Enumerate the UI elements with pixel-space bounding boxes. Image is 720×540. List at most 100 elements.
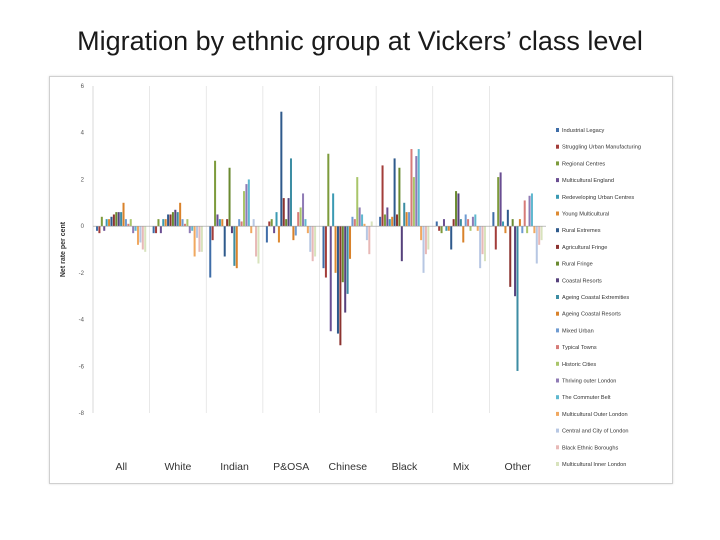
bar (169, 214, 172, 227)
bar (370, 221, 373, 227)
bar (273, 226, 276, 234)
legend-swatch (556, 328, 559, 333)
bar (379, 216, 382, 227)
bar (497, 177, 500, 227)
bar (200, 226, 203, 252)
bar (238, 219, 241, 227)
bar (327, 153, 330, 227)
bar (526, 226, 529, 234)
bar (216, 214, 219, 227)
bar (410, 149, 413, 227)
bar (105, 219, 108, 227)
bar (294, 226, 297, 236)
bar (504, 226, 507, 234)
bar (368, 226, 371, 255)
bar (538, 226, 541, 245)
legend-label: The Commuter Belt (562, 395, 611, 401)
bar (309, 226, 312, 252)
bar (464, 214, 467, 227)
bar (250, 226, 253, 234)
bar (455, 191, 458, 227)
chart-svg: 6 4 2 0 -2 -4 -6 -8 Net rate per cent All White Ind… (60, 84, 641, 473)
legend-label: Multicultural Inner London (562, 462, 626, 468)
bar (474, 214, 477, 227)
bar (334, 226, 337, 273)
bar (457, 193, 460, 227)
bar (324, 226, 327, 278)
bar (306, 226, 309, 234)
bar (506, 209, 509, 227)
bar (144, 226, 147, 252)
bar (117, 212, 120, 227)
bar (415, 156, 418, 227)
bar (450, 226, 453, 250)
bar (424, 226, 427, 255)
bar (198, 226, 201, 252)
bar (405, 212, 408, 227)
bar (492, 212, 495, 227)
category-label: Mix (453, 461, 470, 473)
legend-label: Black Ethnic Boroughs (562, 445, 618, 451)
legend: Industrial Legacy Struggling Urban Manufa… (556, 128, 641, 468)
bar (400, 226, 403, 262)
bar (365, 226, 368, 241)
y-tick-label: -8 (79, 411, 85, 417)
bar (255, 226, 258, 257)
bar (523, 200, 526, 227)
bar (280, 111, 283, 227)
bar (233, 226, 236, 266)
bar (162, 219, 165, 227)
bar (435, 221, 438, 227)
bars (96, 111, 543, 371)
bar (108, 219, 111, 227)
bar (183, 223, 186, 227)
bar (164, 219, 167, 227)
bar (275, 212, 278, 227)
bar (381, 165, 384, 227)
bar (110, 216, 113, 227)
slide-title: Migration by ethnic group at Vickers’ cl… (77, 26, 643, 56)
bar (115, 212, 118, 227)
bar (417, 149, 420, 227)
bar (386, 207, 389, 227)
bar (141, 226, 144, 250)
legend-label: Agricultural Fringe (562, 245, 607, 251)
bar (438, 226, 441, 231)
legend-label: Industrial Legacy (562, 128, 604, 134)
axes: 6 4 2 0 -2 -4 -6 -8 Net rate per cent All White Ind… (60, 84, 546, 473)
bar (427, 226, 430, 250)
legend-label: Redeveloping Urban Centres (562, 195, 634, 201)
bar (287, 198, 290, 227)
y-tick-label: 6 (81, 84, 85, 90)
bar (514, 226, 517, 297)
y-tick-label: 2 (81, 177, 85, 183)
bar (268, 221, 271, 227)
bar (159, 226, 162, 234)
y-axis-title: Net rate per cent (60, 221, 67, 277)
bar (243, 191, 246, 227)
chart-frame: 6 4 2 0 -2 -4 -6 -8 Net rate per cent All White Ind… (49, 76, 673, 484)
bar (447, 226, 450, 231)
bar (346, 226, 349, 294)
y-tick-label: -6 (79, 364, 85, 370)
bar (157, 219, 160, 227)
bar (403, 202, 406, 227)
bar (494, 226, 497, 250)
bar (193, 226, 196, 257)
bar (191, 226, 194, 231)
bar (171, 212, 174, 227)
legend-label: Rural Extremes (562, 228, 601, 234)
bar (176, 212, 179, 227)
bar (257, 226, 260, 264)
bar (292, 226, 295, 241)
legend-swatch (556, 311, 559, 316)
bar (535, 226, 538, 264)
bar (136, 226, 139, 245)
legend-swatch (556, 261, 559, 266)
bar (134, 226, 137, 231)
legend-swatch (556, 395, 559, 400)
bar (516, 226, 519, 371)
bar (152, 226, 155, 234)
bar (518, 219, 521, 227)
bar (223, 226, 226, 257)
